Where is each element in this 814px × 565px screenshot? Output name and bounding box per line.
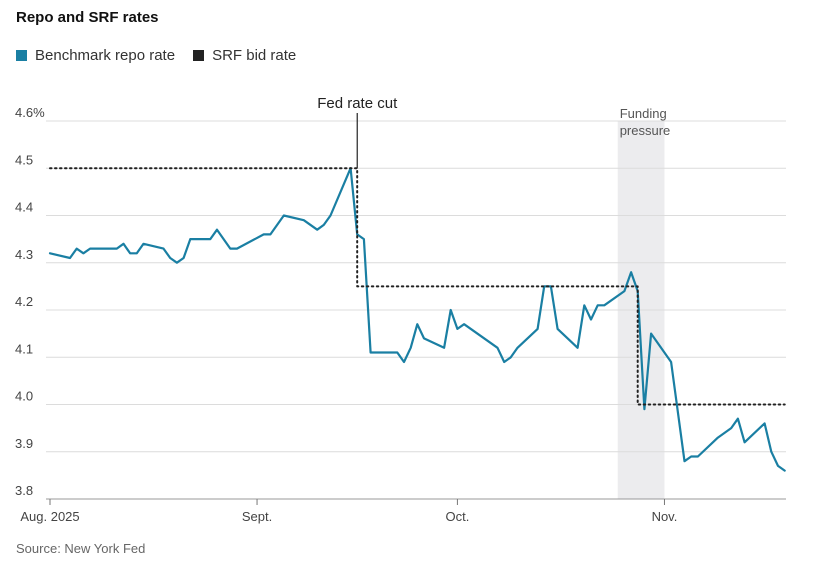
chart-legend: Benchmark repo rate SRF bid rate — [16, 47, 314, 64]
legend-swatch-srf — [193, 50, 205, 61]
y-tick-label: 4.5 — [15, 152, 33, 167]
y-tick-label: 4.6% — [15, 105, 45, 120]
x-tick-label: Oct. — [445, 509, 469, 524]
fed-rate-cut-label: Fed rate cut — [317, 95, 398, 112]
x-tick-label: Aug. 2025 — [20, 509, 79, 524]
y-tick-label: 3.8 — [15, 483, 33, 498]
x-tick-label: Nov. — [652, 509, 678, 524]
y-tick-label: 4.4 — [15, 200, 33, 215]
legend-item-srf: SRF bid rate — [193, 47, 296, 64]
chart-plot: 4.6% 4.5 4.4 4.3 4.2 4.1 4.0 3.9 3.8 Aug. 2025 Sep… — [15, 95, 786, 524]
legend-label-repo: Benchmark repo rate — [35, 47, 176, 64]
y-tick-label: 4.3 — [15, 247, 33, 262]
chart-title: Repo and SRF rates — [16, 9, 159, 26]
legend-swatch-repo — [16, 50, 27, 61]
x-tick-label: Sept. — [242, 509, 272, 524]
source-note: Source: New York Fed — [16, 541, 146, 556]
y-tick-label: 4.0 — [15, 389, 33, 404]
funding-pressure-label: pressure — [620, 123, 671, 138]
y-tick-label: 4.2 — [15, 294, 33, 309]
funding-pressure-label: Funding — [620, 106, 667, 121]
benchmark-repo-rate-line — [48, 167, 786, 472]
legend-label-srf: SRF bid rate — [212, 47, 297, 64]
y-tick-label: 4.1 — [15, 341, 33, 356]
srf-bid-rate-line — [49, 167, 786, 406]
legend-item-repo: Benchmark repo rate — [16, 47, 175, 64]
y-tick-label: 3.9 — [15, 436, 33, 451]
